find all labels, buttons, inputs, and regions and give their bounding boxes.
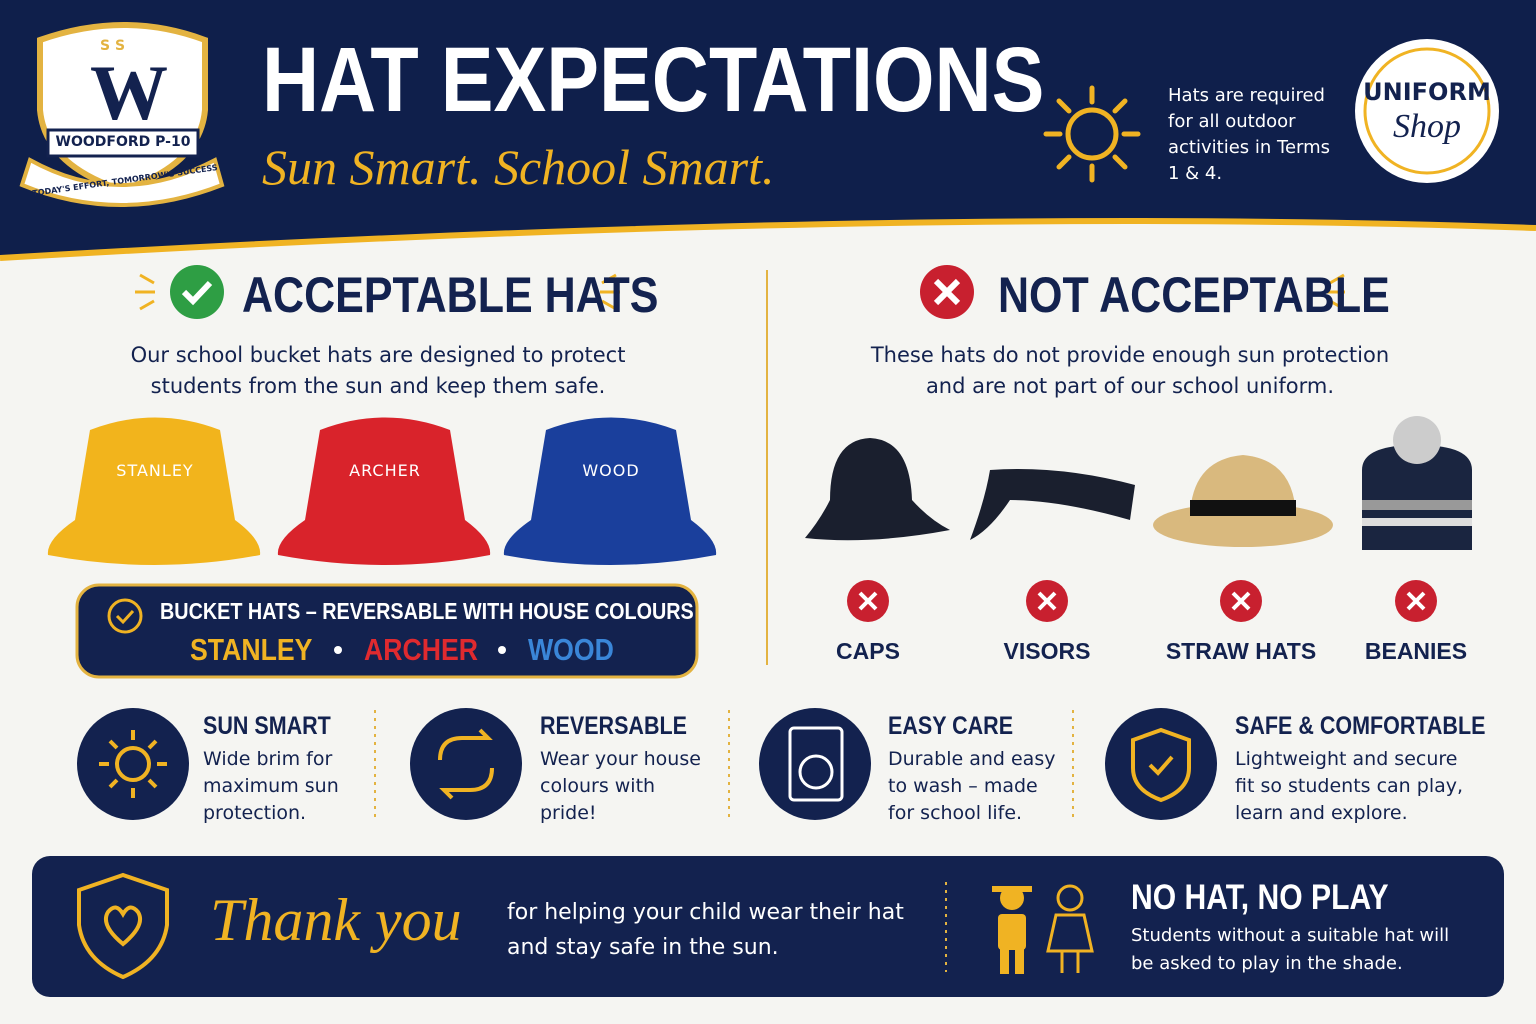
rule-text: Students without a suitable hat will be … [1131,925,1450,974]
shape [798,754,834,790]
logo-marks: S S [100,38,126,54]
shop-line2: Shop [1393,108,1461,145]
sun-icon [1043,85,1141,183]
banner-check-mark [115,609,135,625]
check-icon [170,265,224,319]
shape [277,417,491,565]
banner [75,583,699,679]
kids-icon [992,886,1032,974]
logo-letter: W [90,49,168,136]
shape [1131,727,1191,803]
hat-type: VISORS [1003,638,1091,664]
shape [1393,416,1441,464]
header-rule [0,218,1536,261]
feature-icons [77,708,1217,820]
shape [1362,500,1472,510]
feature-title: EASY CARE [888,712,1014,740]
not-acceptable-heading: NOT ACCEPTABLE [998,267,1390,323]
shape [1105,708,1217,820]
shield-icon [77,872,169,980]
hat-type: STRAW HATS [1165,638,1317,664]
shape [1043,85,1141,183]
feature-dividers [374,710,1074,820]
feature-title: SAFE & COMFORTABLE [1235,712,1486,740]
bucket-hats [47,417,717,565]
feature-title: REVERSABLE [540,712,687,740]
shape [47,417,261,565]
shape [135,273,1345,311]
cross-mark [933,278,961,306]
shape [77,708,189,820]
not-acceptable-description: These hats do not provide enough sun pro… [870,343,1390,398]
notice: Hats are required for all outdoor activi… [1168,85,1331,184]
heading-dashes [135,273,1345,311]
shape [1148,755,1174,776]
hat-label: ARCHER [349,461,421,480]
shape [410,708,522,820]
feature-text: Wide brim for maximum sun protection. [203,748,339,824]
shape [759,708,871,820]
logo [19,22,225,207]
dot [334,646,342,654]
thank-you-message: for helping your child wear their hat an… [507,900,904,960]
shape [998,914,1026,950]
cross-icons [847,580,1437,622]
check-mark [181,280,213,306]
house-name: STANLEY [190,632,313,667]
unacceptable-hats [805,416,1472,550]
shape [788,726,844,802]
rule-title: NO HAT, NO PLAY [1131,878,1389,917]
shape [992,886,1032,892]
feature-text: Durable and easy to wash – made for scho… [888,748,1056,824]
hat-type: BEANIES [1364,638,1468,664]
hat-type: CAPS [836,638,900,664]
dot [498,646,506,654]
title: HAT EXPECTATIONS [262,29,1045,131]
banner-title: BUCKET HATS – REVERSABLE WITH HOUSE COLO… [160,598,694,624]
thank-you: Thank you [210,887,462,953]
logo-name: WOODFORD P-10 [55,134,191,150]
acceptable-heading: ACCEPTABLE HATS [242,267,659,323]
acceptable-description: Our school bucket hats are designed to p… [130,343,626,398]
shape [99,730,167,798]
hat-label: STANLEY [116,461,194,480]
shape [1015,948,1024,974]
feature-text: Lightweight and secure fit so students c… [1235,748,1464,824]
footer-band [32,856,1504,997]
shape [858,591,1426,611]
shape [46,128,200,158]
banner-check [107,598,143,634]
shape [788,726,844,802]
shape [970,469,1135,540]
kids-icon-outline [1046,884,1094,973]
feature-title: SUN SMART [203,712,331,740]
shop-badge [1355,39,1499,183]
header-band [0,0,1536,258]
house-name: WOOD [528,632,614,667]
feature-text: Wear your house colours with pride! [540,748,701,824]
shop-line1: UNIFORM [1363,78,1491,106]
shape [115,746,151,782]
shape [438,728,494,800]
shape [1190,500,1296,516]
shape [805,438,950,541]
shape [99,727,1191,803]
shape [1065,107,1119,161]
heart-icon [103,905,143,947]
shape [503,417,717,565]
shape [1056,884,1084,912]
shape [1046,913,1094,973]
house-name: ARCHER [364,632,479,667]
shape [19,157,225,207]
shape [1362,518,1472,526]
tagline: Sun Smart. School Smart. [262,139,775,195]
shape [374,710,1074,820]
shop-ring [1363,47,1491,175]
shape [1000,948,1009,974]
hat-label: WOOD [582,461,640,480]
